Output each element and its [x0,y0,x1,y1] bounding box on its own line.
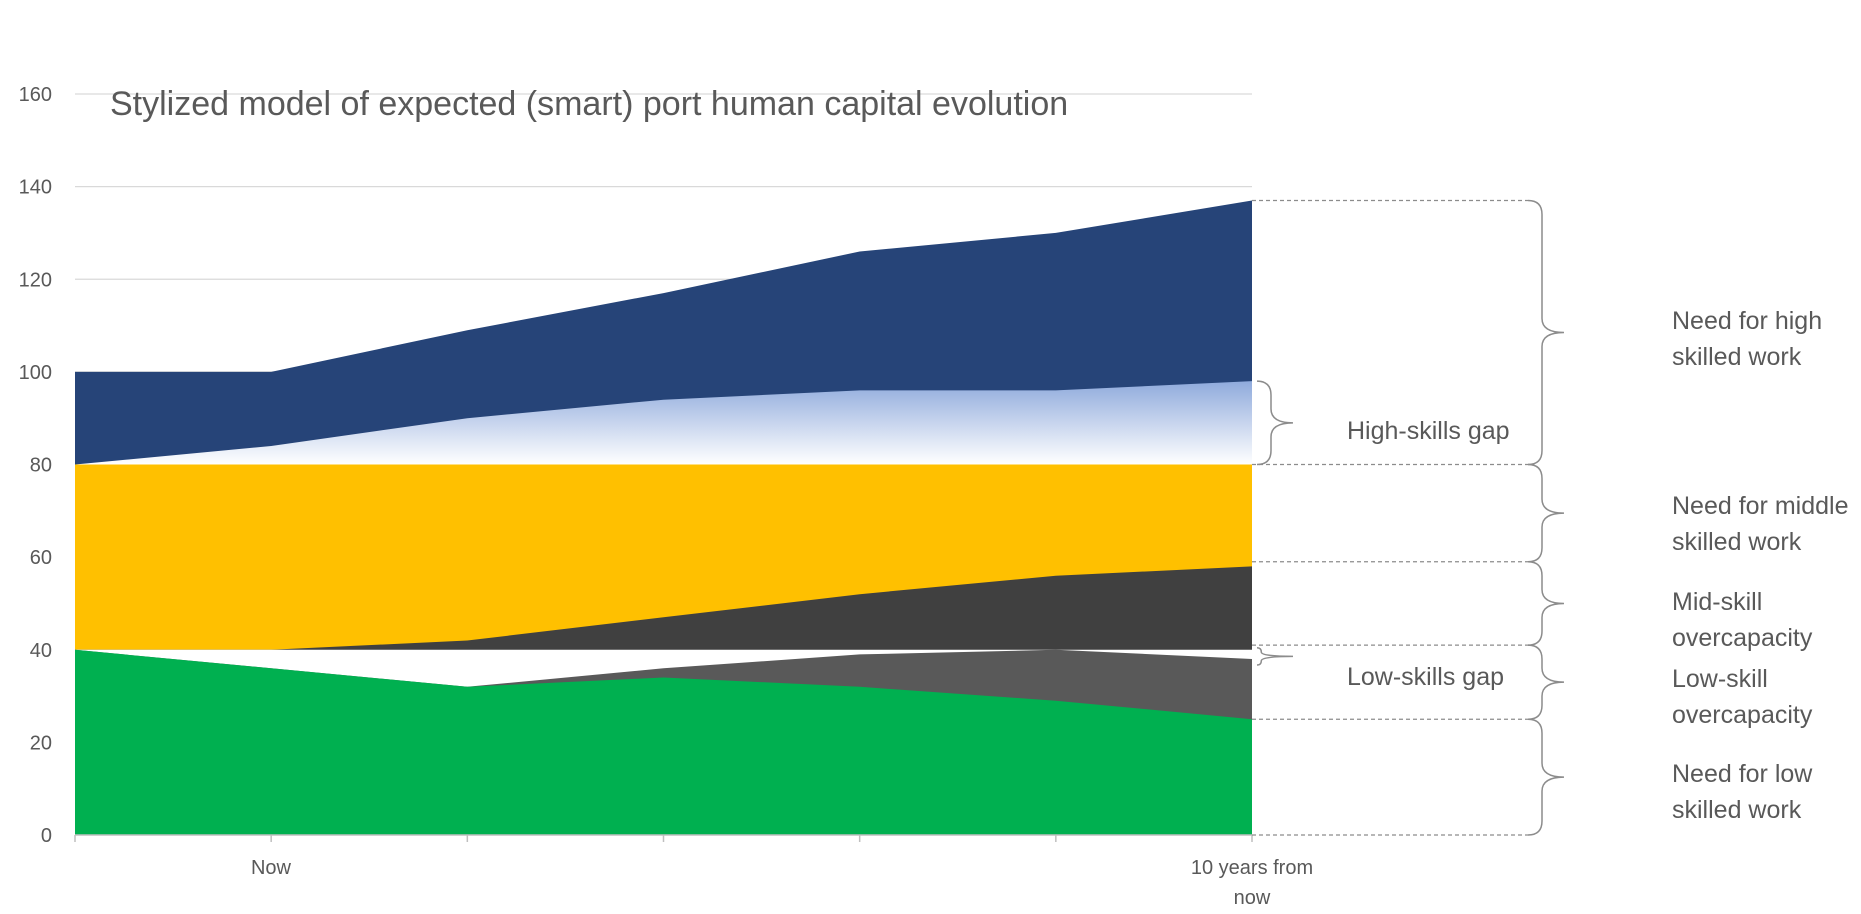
x-tick-label: 10 years from now [1191,857,1313,909]
y-tick-label: 100 [19,362,52,384]
label-mid-over: Mid-skill overcapacity [1672,588,1813,652]
area-series-1 [75,649,1252,835]
brace-low-need [1527,718,1565,836]
y-tick-label: 0 [41,825,52,847]
y-tick-label: 120 [19,269,52,291]
label-low-over: Low-skill overcapacity [1672,665,1813,729]
y-tick-label: 80 [30,455,52,477]
label-high-gap: High-skills gap [1347,417,1510,445]
label-high-need: Need for high skilled work [1672,307,1822,371]
label-low-need: Need for low skilled work [1672,760,1813,824]
y-tick-label: 140 [19,177,52,199]
brace-mid-over [1527,561,1565,646]
y-tick-label: 40 [30,640,52,662]
brace-high-gap [1256,380,1294,466]
label-mid-need: Need for middle skilled work [1672,492,1848,556]
y-tick-label: 60 [30,547,52,569]
annotations: Need for high skilled work High-skills gap… [1252,199,1848,836]
brace-low-over [1527,644,1565,720]
brace-low-gap [1256,647,1294,666]
area-layers [75,200,1252,835]
area-series-6 [75,381,1252,465]
chart-title: Stylized model of expected (smart) port … [110,85,1068,123]
axes: 0 20 40 60 80 100 120 140 160 Now 10 years from now [19,84,1314,909]
x-tick-label: Now [251,857,292,879]
brace-high-need [1527,199,1565,466]
brace-mid-need [1527,463,1565,563]
label-low-gap: Low-skills gap [1347,663,1504,691]
y-tick-label: 20 [30,732,52,754]
y-tick-label: 160 [19,84,52,106]
